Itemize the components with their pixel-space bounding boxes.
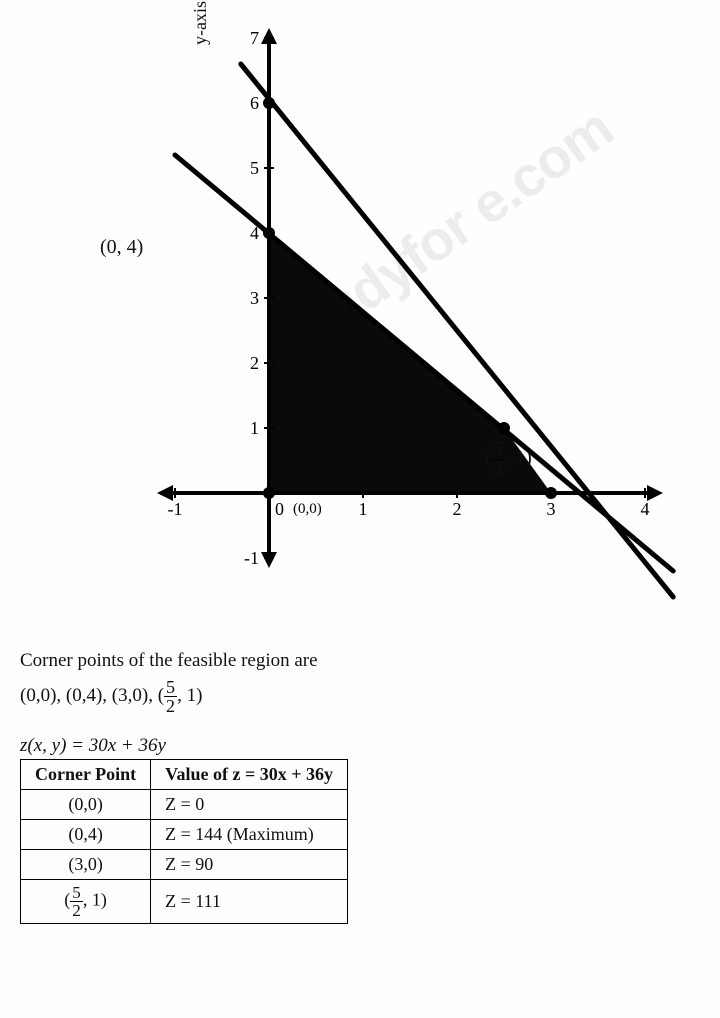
svg-text:5: 5	[250, 158, 259, 178]
corner-points-list: (0,0), (0,4), (3,0), (52, 1)	[20, 678, 700, 715]
svg-text:-1: -1	[168, 499, 183, 519]
lp-table: Corner Point Value of z = 30x + 36y (0,0…	[20, 759, 348, 924]
lp-chart: -101234-11234567(0,0) y-axis (0, 4) (52,…	[40, 20, 680, 640]
svg-text:3: 3	[547, 499, 556, 519]
y-axis-label: y-axis	[190, 1, 211, 45]
point-label-04: (0, 4)	[100, 236, 143, 259]
point-label-5-2-1: (52, 1)	[485, 440, 532, 479]
svg-text:7: 7	[250, 28, 259, 48]
svg-text:0: 0	[275, 499, 284, 519]
svg-text:-1: -1	[244, 548, 259, 568]
svg-text:3: 3	[250, 288, 259, 308]
col-corner-point: Corner Point	[21, 760, 151, 790]
svg-text:(0,0): (0,0)	[293, 501, 322, 517]
table-row: (52, 1) Z = 111	[21, 880, 348, 924]
svg-text:6: 6	[250, 93, 259, 113]
table-row: (0,0) Z = 0	[21, 790, 348, 820]
svg-text:2: 2	[250, 353, 259, 373]
svg-text:4: 4	[250, 223, 259, 243]
svg-text:1: 1	[250, 418, 259, 438]
svg-text:1: 1	[359, 499, 368, 519]
feasible-caption: Corner points of the feasible region are	[20, 650, 700, 672]
chart-svg: -1 0 1 2 3 4 -1 1 2 3 4 5 6 7 (0,0)	[40, 20, 680, 640]
table-row: (0,4) Z = 144 (Maximum)	[21, 820, 348, 850]
svg-text:4: 4	[641, 499, 650, 519]
col-value: Value of z = 30x + 36y	[151, 760, 348, 790]
objective-function: z(x, y) = 30x + 36y	[20, 735, 700, 757]
table-row: (3,0) Z = 90	[21, 850, 348, 880]
table-header-row: Corner Point Value of z = 30x + 36y	[21, 760, 348, 790]
svg-text:2: 2	[453, 499, 462, 519]
